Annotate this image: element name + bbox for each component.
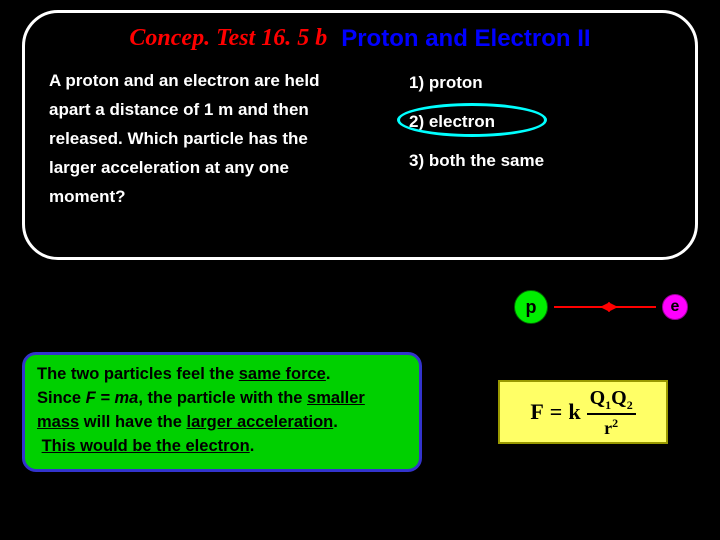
formula-F: F [530, 399, 543, 425]
formula-q2: Q [611, 387, 627, 409]
answer-period: . [326, 365, 331, 383]
formula-box: F = k Q1Q2 r2 [498, 380, 668, 444]
title-topic: Proton and Electron II [341, 25, 590, 53]
arrow-left-icon [608, 306, 656, 308]
coulomb-formula: F = k Q1Q2 r2 [530, 388, 635, 437]
question-line: apart a distance of 1 m and then [49, 96, 369, 125]
electron-icon: e [662, 294, 688, 320]
question-line: released. Which particle has the [49, 125, 369, 154]
formula-fraction: Q1Q2 r2 [587, 388, 636, 437]
option-2: 2) electron [409, 108, 671, 137]
title-conceptest: Concep. Test 16. 5 b [129, 25, 327, 53]
formula-sub2: 2 [627, 398, 633, 412]
question-line: moment? [49, 183, 369, 212]
answer-same-force: same force [239, 365, 326, 383]
options-list: 1) proton 2) electron 3) both the same [409, 67, 671, 211]
slide: Concep. Test 16. 5 b Proton and Electron… [0, 0, 720, 540]
option-3: 3) both the same [409, 147, 671, 176]
formula-q1: Q [590, 387, 606, 409]
title-row: Concep. Test 16. 5 b Proton and Electron… [49, 25, 671, 53]
formula-sq: 2 [612, 416, 618, 430]
answer-period: . [250, 437, 255, 455]
answer-conclusion: This would be the electron [42, 437, 250, 455]
formula-eq: = [550, 399, 563, 425]
question-body: A proton and an electron are held apart … [49, 67, 671, 211]
option-1: 1) proton [409, 69, 671, 98]
formula-r: r [604, 418, 612, 438]
question-line: larger acceleration at any one [49, 154, 369, 183]
question-panel: Concep. Test 16. 5 b Proton and Electron… [22, 10, 698, 260]
formula-denominator: r2 [604, 415, 618, 437]
answer-text: will have the [79, 413, 186, 431]
particle-diagram: p e [440, 290, 700, 330]
question-line: A proton and an electron are held [49, 67, 369, 96]
answer-text: , the particle with the [138, 389, 307, 407]
answer-period: . [333, 413, 338, 431]
answer-box: The two particles feel the same force. S… [22, 352, 422, 472]
formula-numerator: Q1Q2 [587, 388, 636, 415]
question-text: A proton and an electron are held apart … [49, 67, 369, 211]
answer-text: Since [37, 389, 86, 407]
answer-fma: F = ma [86, 389, 139, 407]
proton-icon: p [514, 290, 548, 324]
option-2-label: 2) electron [409, 112, 495, 131]
formula-k: k [568, 399, 580, 425]
answer-text: The two particles feel the [37, 365, 239, 383]
answer-larger-accel: larger acceleration [187, 413, 334, 431]
